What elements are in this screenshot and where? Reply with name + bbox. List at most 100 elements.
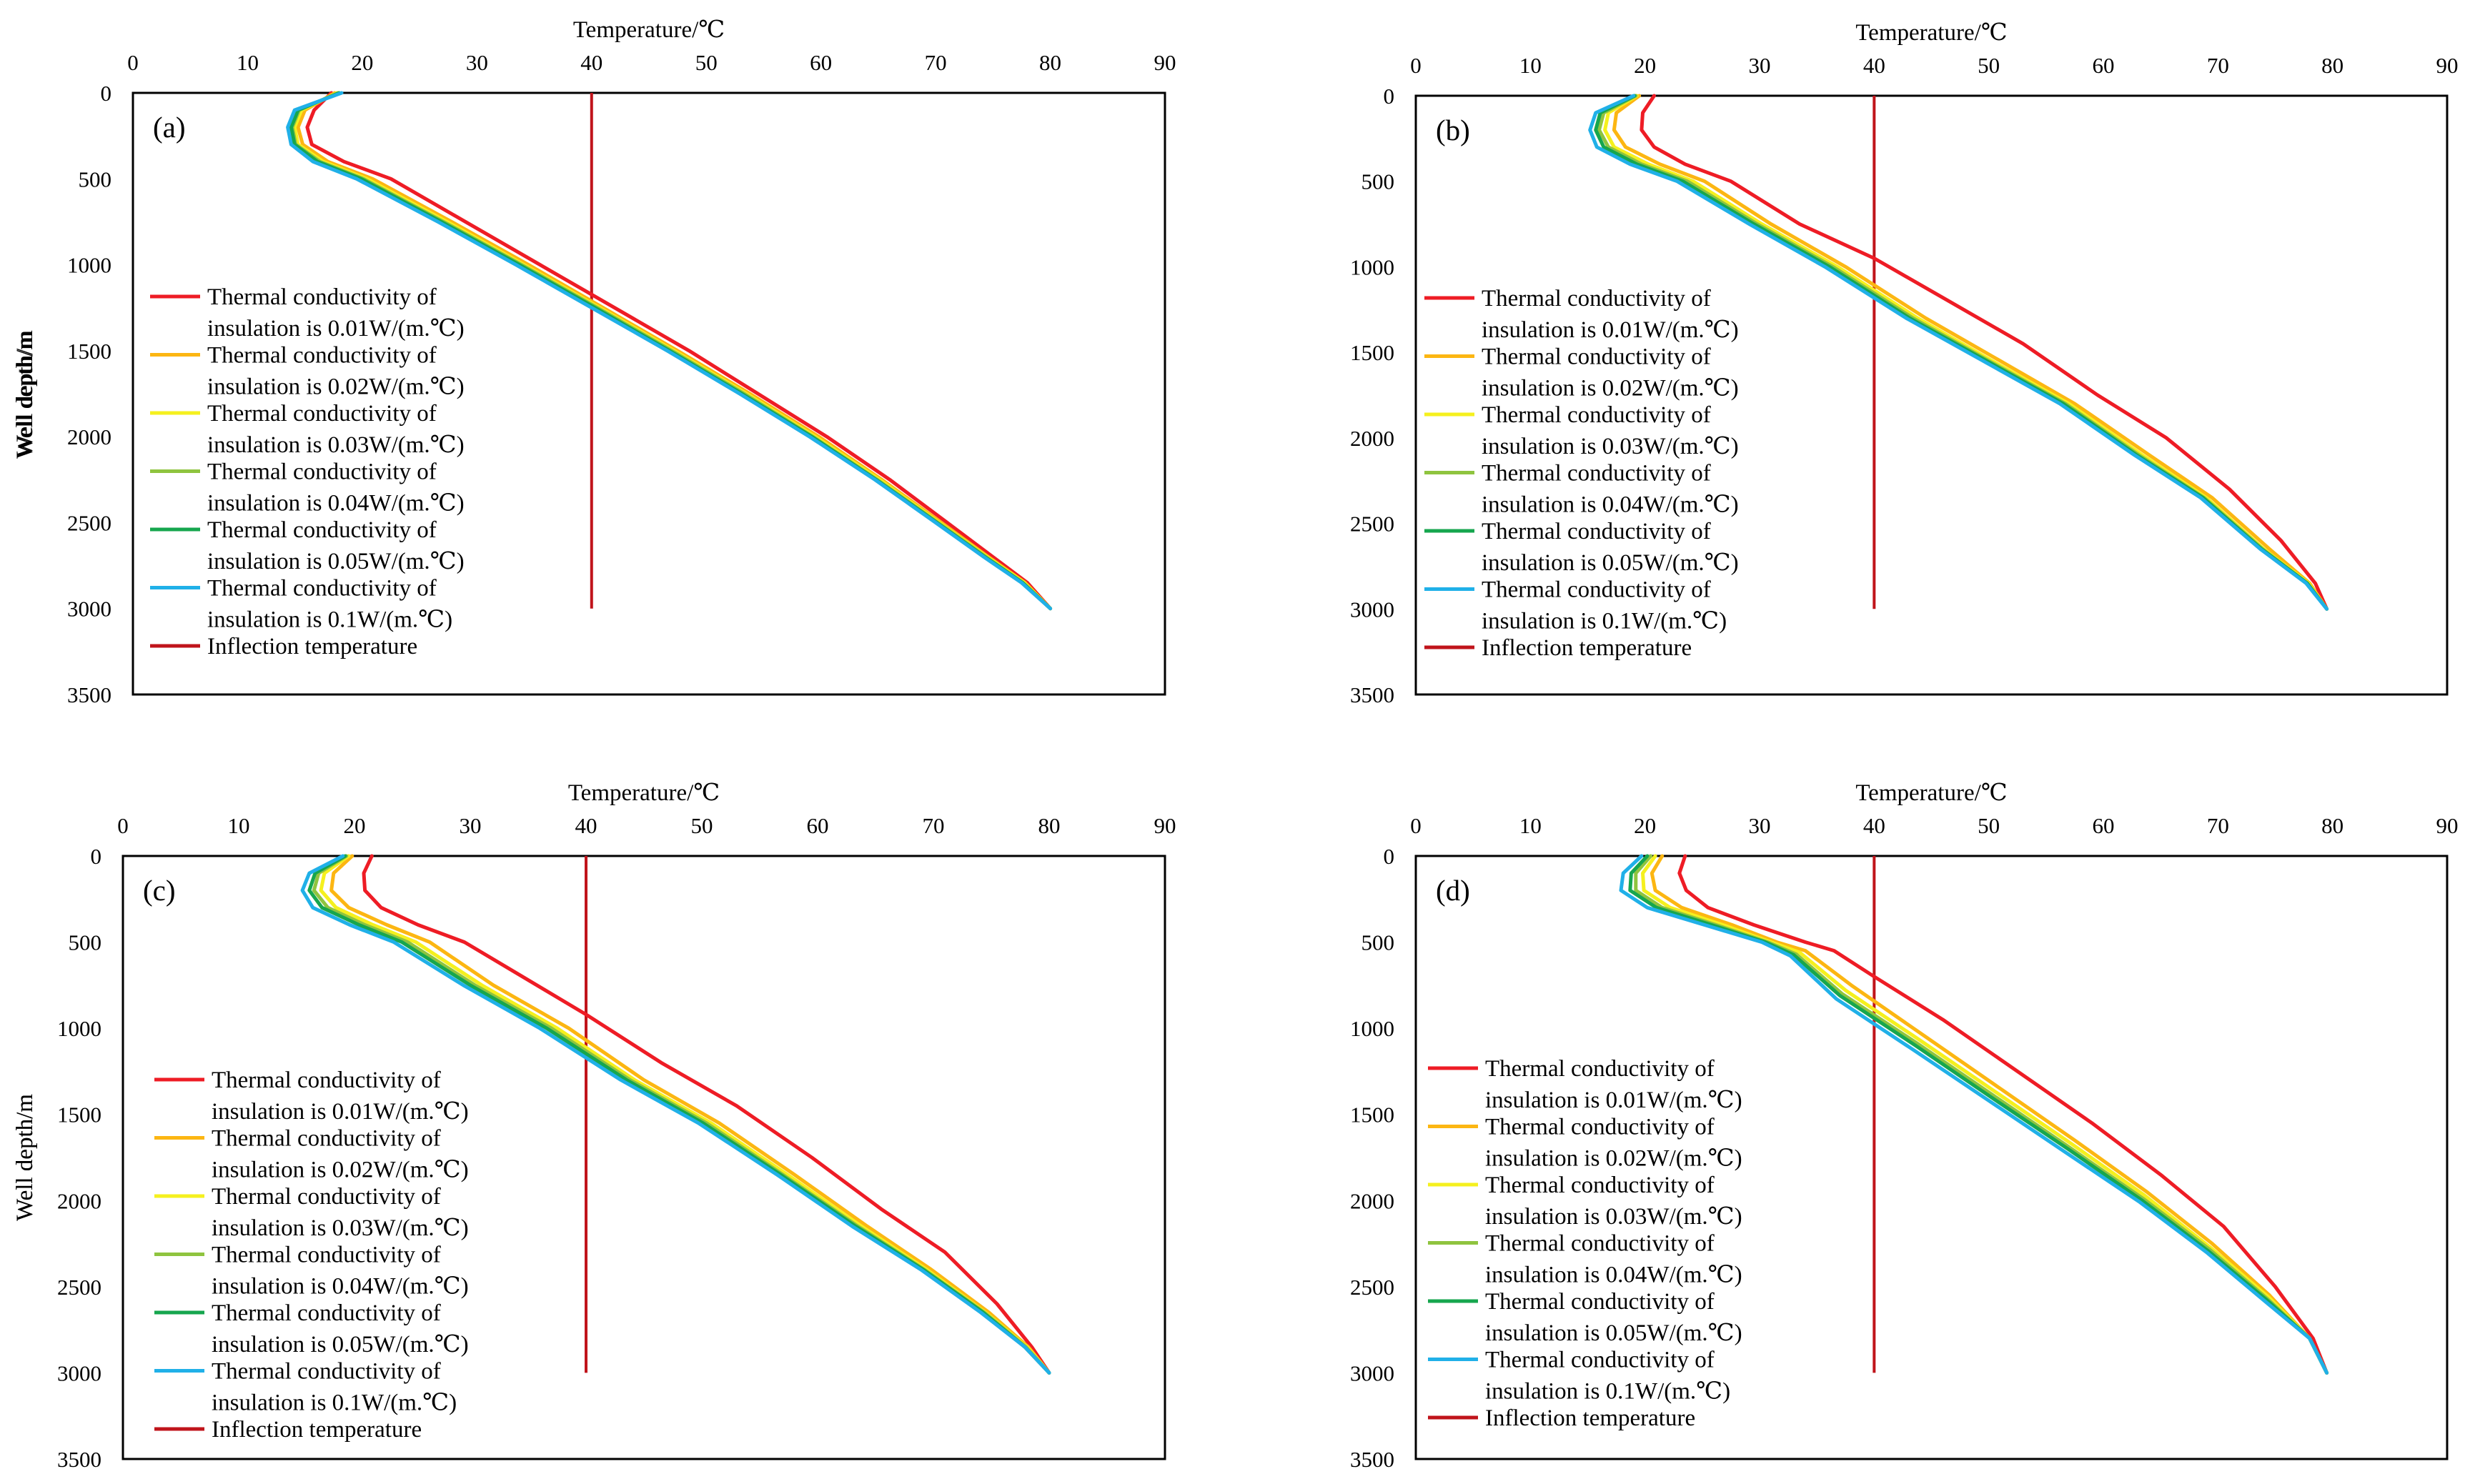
panel-b-y-tick-label: 3500 [1350,682,1394,707]
panel-b-x-axis-title: Temperature/℃ [1855,20,2007,46]
panel-d-label: (d) [1436,874,1470,907]
panel-c-plot-frame [121,855,1166,1460]
panel-c-x-tick-label: 20 [344,813,366,838]
panel-c-x-tick-label: 80 [1038,813,1061,838]
panel-c-y-tick-label: 3000 [57,1360,101,1385]
panel-d-y-tick-label: 2000 [1350,1188,1394,1213]
panel-b-x-tick-label: 80 [2321,53,2343,78]
panel-d-x-axis-title: Temperature/℃ [1855,780,2007,806]
panel-b-plot-frame [1414,94,2449,696]
panel-a-x-tick-label: 30 [466,50,488,75]
panel-b-y-tick-label: 1500 [1350,340,1394,365]
panel-a-x-tick-label: 10 [237,50,259,75]
panel-d-series-line-k003 [1641,854,2329,1375]
panel-c-x-tick-label: 50 [691,813,713,838]
panel-c-y-tick-label: 500 [69,930,102,955]
panel-a-legend-entry: Thermal conductivity of insulation is 0.1… [207,576,452,633]
panel-c-y-tick-label: 3500 [57,1447,101,1472]
panel-a-chart: 0 10 20 30 40 50 60 70 80 90 Temperature/℃ 0 500 1000… [12,17,1176,707]
panel-d-x-tick-label: 10 [1519,813,1542,838]
panel-d-x-tick-label: 70 [2207,813,2229,838]
panel-a-legend-entry: Thermal conductivity of insulation is 0.0… [207,517,465,574]
panel-d-x-tick-label: 80 [2321,813,2343,838]
panel-a-y-tick-label: 3500 [67,682,111,707]
panel-d-chart: 0 10 20 30 40 50 60 70 80 90Temperature/℃05001000… [12,780,2459,1472]
panel-c-legend-entry: Thermal conductivity of insulation is 0.1… [212,1359,457,1416]
panel-d-legend-entry: Thermal conductivity of insulation is 0.0… [1485,1289,1742,1346]
panel-d-legend-entry: Thermal conductivity of insulation is 0.1… [1485,1348,1730,1405]
panel-c-series-line-k002 [329,854,1051,1375]
panel-d-series-line-k002 [1650,854,2329,1375]
panel-a-x-tick-label: 80 [1039,50,1061,75]
panel-a-x-tick-label: 90 [1154,50,1176,75]
panel-c-x-tick-label: 40 [575,813,597,838]
panel-b-label: (b) [1436,114,1470,146]
panel-a-legend-entry-inflection: Inflection temperature [207,634,417,659]
panel-c-label: (c) [143,874,176,907]
panel-b-x-tick-label: 30 [1749,53,1771,78]
panel-a-y-tick-label: 0 [101,81,112,106]
panel-c-legend-entry: Thermal conductivity of insulation is 0.0… [212,1300,469,1358]
panel-b-x-tick-label: 70 [2207,53,2229,78]
panel-b-x-tick-label: 40 [1863,53,1885,78]
panel-d-legend-entry: Thermal conductivity of insulation is 0.0… [1485,1056,1742,1113]
panel-b-legend-entry-inflection: Inflection temperature [1482,635,1692,661]
panel-d-legend-entry: Thermal conductivity of insulation is 0.0… [1485,1231,1742,1288]
panel-b-series-line-k002 [1612,94,2329,611]
panel-b-chart: 0 10 20 30 40 50 60 70 80 90Temperature/℃05001000… [12,20,2459,707]
panel-c-legend: Thermal conductivity of insulation is 0.0… [154,1067,469,1443]
panel-b-x-tick-label: 50 [1978,53,2000,78]
panel-b-x-tick-label: 0 [1410,53,1422,78]
panel-c-y-tick-label: 0 [91,844,102,869]
panel-d-x-tick-label: 0 [1410,813,1422,838]
panel-a-plot-frame [132,91,1166,696]
panel-b-legend-entry: Thermal conductivity of insulation is 0.0… [1482,519,1739,576]
panel-d-legend: Thermal conductivity of insulation is 0.0… [1428,1056,1742,1431]
panel-c-legend-entry: Thermal conductivity of insulation is 0.0… [212,1184,469,1241]
panel-a-legend: Thermal conductivity of insulation is 0.0… [150,284,465,659]
panel-d-x-tick-label: 90 [2436,813,2459,838]
panel-c-x-tick-label: 30 [460,813,482,838]
panel-b-x-tick-label: 20 [1634,53,1656,78]
panel-c-legend-entry: Thermal conductivity of insulation is 0.0… [212,1067,469,1125]
panel-d-y-tick-label: 3000 [1350,1360,1394,1385]
panel-b-y-tick-label: 0 [1384,84,1395,109]
panel-c-x-tick-label: 70 [923,813,945,838]
panel-c-x-axis-title: Temperature/℃ [568,780,720,806]
panel-d-y-tick-label: 0 [1384,844,1395,869]
panel-c-series-line-k001 [362,854,1051,1375]
panel-d-legend-entry: Thermal conductivity of insulation is 0.0… [1485,1115,1742,1172]
panel-a-x-tick-label: 20 [351,50,373,75]
panel-b-legend-entry: Thermal conductivity of insulation is 0.0… [1482,402,1739,459]
panel-a-y-tick-label: 2500 [67,510,111,535]
panel-b-y-axis-title: Well depth/m [12,332,38,459]
panel-d-x-tick-label: 30 [1749,813,1771,838]
panel-b-series-line-k01 [1588,94,2329,611]
panel-b-legend: Thermal conductivity of insulation is 0.0… [1424,286,1739,661]
panel-d-y-tick-label: 2500 [1350,1275,1394,1300]
panel-d-y-tick-label: 500 [1361,930,1395,955]
panel-b-x-tick-label: 10 [1519,53,1542,78]
panel-d-series-line-k001 [1677,854,2329,1375]
panel-a-series-line-k01 [286,91,1053,611]
panel-c-x-tick-label: 0 [117,813,129,838]
panel-d-x-tick-label: 50 [1978,813,2000,838]
panel-b-y-tick-label: 500 [1361,169,1395,194]
panel-c-legend-entry-inflection: Inflection temperature [212,1417,422,1443]
panel-d-y-tick-label: 1500 [1350,1102,1394,1127]
panel-a-legend-entry: Thermal conductivity of insulation is 0.0… [207,284,465,342]
panel-c-y-axis-title: Well depth/m [12,1094,38,1221]
panel-c-x-tick-label: 90 [1154,813,1176,838]
panel-d-plot-frame [1414,855,2449,1460]
panel-a-x-tick-label: 70 [925,50,947,75]
panel-b-legend-entry: Thermal conductivity of insulation is 0.0… [1482,286,1739,343]
panel-c-x-tick-label: 10 [228,813,250,838]
panel-b-legend-entry: Thermal conductivity of insulation is 0.1… [1482,577,1727,634]
panel-d-series-line-k005 [1628,854,2329,1375]
panel-b-y-tick-label: 2500 [1350,512,1394,537]
panel-d-legend-entry: Thermal conductivity of insulation is 0.0… [1485,1172,1742,1230]
panel-c-y-tick-label: 2500 [57,1275,101,1300]
panel-a-legend-entry: Thermal conductivity of insulation is 0.0… [207,459,465,517]
panel-c-y-tick-label: 2000 [57,1188,101,1213]
